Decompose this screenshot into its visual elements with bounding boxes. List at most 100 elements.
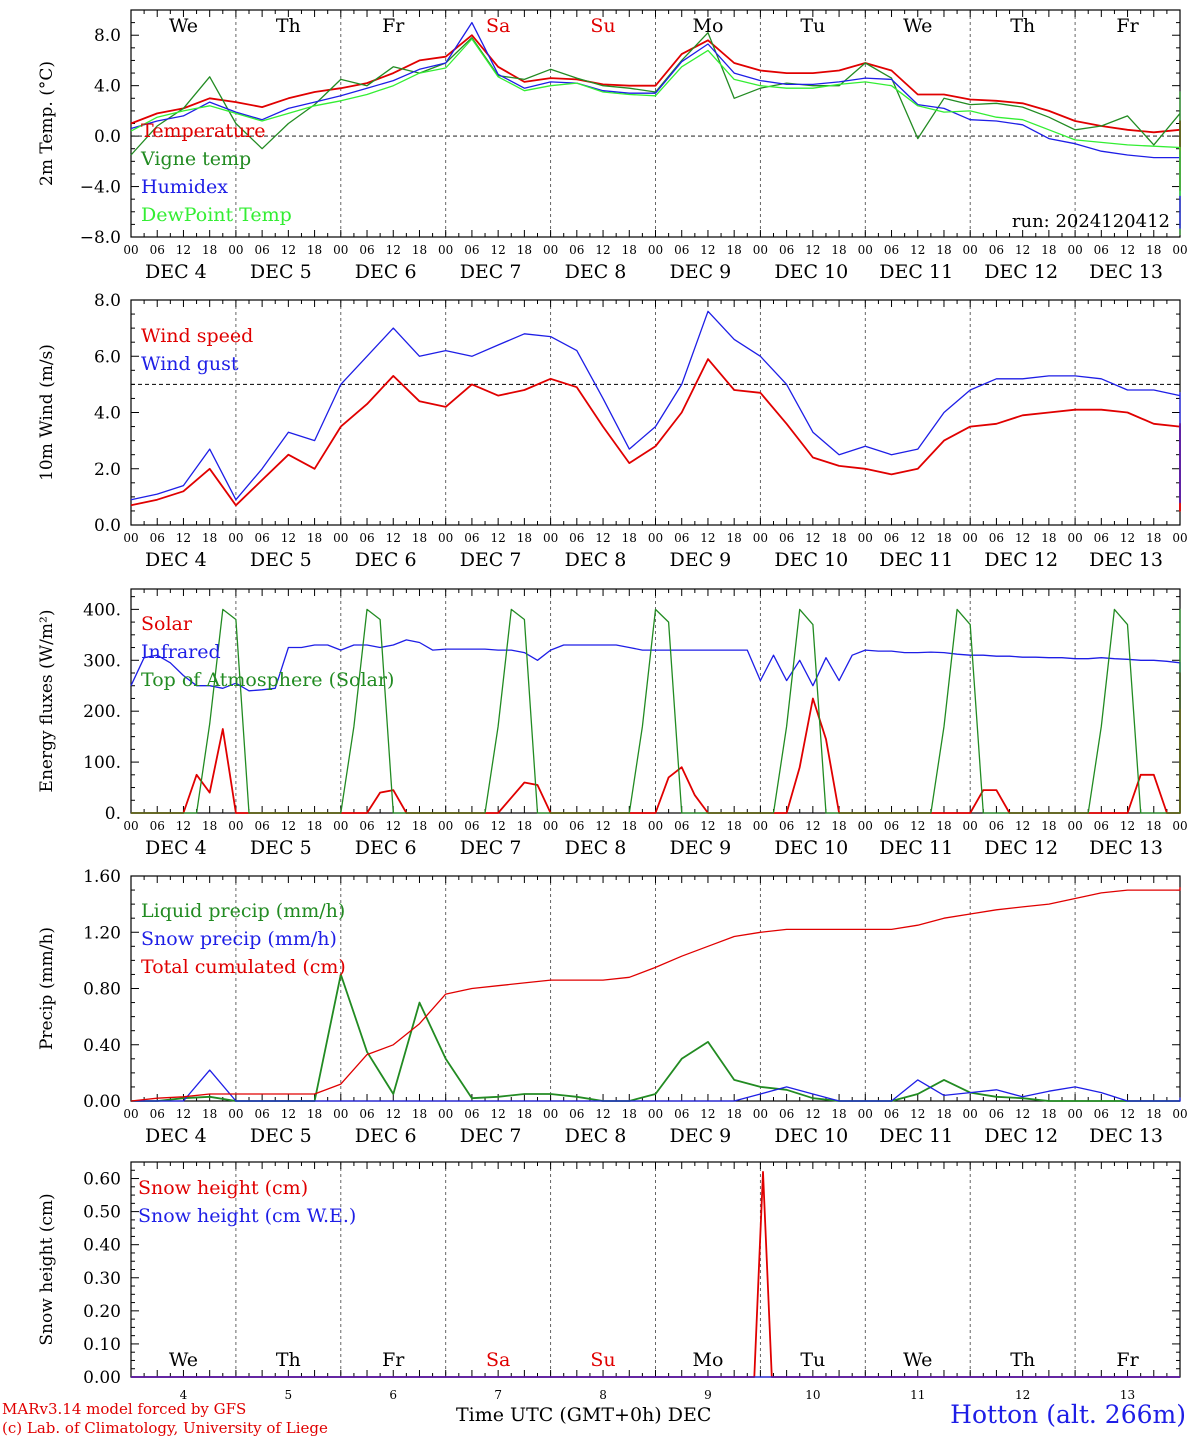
date-label: DEC 13	[1089, 261, 1163, 283]
hour-tick-label: 18	[307, 531, 322, 545]
hour-tick-label: 06	[779, 819, 794, 833]
day-number-label: 4	[180, 1388, 188, 1402]
date-label: DEC 6	[355, 837, 417, 859]
hour-tick-label: 12	[910, 819, 925, 833]
series-line-wind-speed	[130, 358, 1181, 512]
hour-tick-label: 00	[543, 1107, 558, 1121]
hour-tick-label: 18	[727, 243, 742, 257]
day-name-label: We	[903, 15, 932, 37]
day-name-label: Fr	[382, 1349, 405, 1371]
hour-tick-label: 06	[464, 819, 479, 833]
date-label: DEC 6	[355, 261, 417, 283]
hour-tick-label: 18	[307, 1107, 322, 1121]
hour-tick-label: 06	[989, 531, 1004, 545]
date-label: DEC 4	[145, 1125, 207, 1147]
hour-tick-label: 00	[1067, 243, 1082, 257]
hour-tick-label: 06	[254, 531, 269, 545]
hour-tick-label: 06	[359, 531, 374, 545]
hour-tick-label: 00	[543, 243, 558, 257]
legend-entry: Wind gust	[141, 353, 239, 375]
legend-entry: Wind speed	[141, 325, 253, 347]
hour-tick-label: 12	[1015, 243, 1030, 257]
hour-tick-label: 06	[464, 1107, 479, 1121]
hour-tick-label: 12	[281, 819, 296, 833]
hour-tick-label: 12	[176, 819, 191, 833]
hour-tick-label: 06	[1094, 243, 1109, 257]
date-label: DEC 7	[460, 549, 522, 571]
hour-tick-label: 18	[1041, 531, 1056, 545]
hour-tick-label: 00	[228, 1107, 243, 1121]
credit-lab: (c) Lab. of Climatology, University of L…	[2, 1419, 328, 1437]
hour-tick-label: 12	[595, 243, 610, 257]
y-tick-label: 0.	[105, 804, 121, 824]
hour-tick-label: 00	[228, 819, 243, 833]
hour-tick-label: 12	[281, 531, 296, 545]
hour-tick-label: 12	[595, 1107, 610, 1121]
day-number-label: 12	[1015, 1388, 1030, 1402]
date-label: DEC 10	[774, 261, 848, 283]
legend-entry: Snow height (cm)	[138, 1177, 308, 1199]
date-label: DEC 9	[670, 261, 732, 283]
date-label: DEC 7	[460, 837, 522, 859]
date-label: DEC 12	[984, 261, 1058, 283]
hour-tick-label: 12	[700, 819, 715, 833]
hour-tick-label: 18	[727, 1107, 742, 1121]
hour-tick-label: 12	[595, 819, 610, 833]
hour-tick-label: 18	[517, 531, 532, 545]
hour-tick-label: 06	[674, 243, 689, 257]
date-label: DEC 13	[1089, 549, 1163, 571]
date-label: DEC 11	[879, 837, 953, 859]
hour-tick-label: 12	[491, 243, 506, 257]
hour-tick-label: 00	[963, 819, 978, 833]
legend-entry: Vigne temp	[140, 148, 251, 170]
day-name-label: Tu	[800, 15, 825, 37]
day-name-label: Su	[590, 1349, 615, 1371]
panel-1: −8.0 −4.0 0.0 4.0 8.0 2m Temp. (°C) 00 06 12 18 DE…	[37, 9, 1188, 283]
hour-tick-label: 12	[491, 819, 506, 833]
date-label: DEC 10	[774, 1125, 848, 1147]
hour-tick-label: 18	[831, 531, 846, 545]
hour-tick-label: 00	[438, 531, 453, 545]
day-name-label: Th	[276, 1349, 301, 1371]
hour-tick-label: 00	[1067, 531, 1082, 545]
y-axis-label: Precip (mm/h)	[37, 927, 57, 1050]
date-label: DEC 8	[565, 261, 627, 283]
hour-tick-label: 00	[123, 819, 138, 833]
panel-2: 0.0 2.0 4.0 6.0 8.0 10m Wind (m/s) 00 06 12 18 DEC…	[37, 291, 1188, 571]
hour-tick-label: 00	[753, 243, 768, 257]
hour-tick-label: 18	[1146, 531, 1161, 545]
y-axis-label: 2m Temp. (°C)	[37, 61, 57, 186]
date-label: DEC 9	[670, 837, 732, 859]
hour-tick-label: 00	[963, 243, 978, 257]
hour-tick-label: 12	[176, 1107, 191, 1121]
hour-tick-label: 12	[491, 1107, 506, 1121]
hour-tick-label: 00	[858, 1107, 873, 1121]
series-line-total-cumulated-cm-	[130, 887, 1181, 1102]
y-tick-label: 2.0	[94, 460, 121, 480]
hour-tick-label: 18	[202, 243, 217, 257]
date-label: DEC 11	[879, 261, 953, 283]
hour-tick-label: 12	[386, 819, 401, 833]
date-label: DEC 10	[774, 837, 848, 859]
hour-tick-label: 12	[281, 243, 296, 257]
hour-tick-label: 12	[910, 243, 925, 257]
y-tick-label: 1.60	[83, 867, 121, 887]
hour-tick-label: 12	[386, 243, 401, 257]
day-number-label: 11	[910, 1388, 925, 1402]
legend-entry: Top of Atmosphere (Solar)	[141, 669, 394, 691]
y-tick-label: 0.30	[83, 1269, 121, 1289]
hour-tick-label: 18	[202, 531, 217, 545]
date-label: DEC 5	[250, 549, 312, 571]
hour-tick-label: 18	[412, 531, 427, 545]
hour-tick-label: 06	[254, 819, 269, 833]
station-name: Hotton (alt. 266m)	[950, 1400, 1186, 1429]
y-axis-label: 10m Wind (m/s)	[37, 344, 57, 481]
hour-tick-label: 12	[176, 243, 191, 257]
hour-tick-label: 12	[176, 531, 191, 545]
day-name-label: Su	[590, 15, 615, 37]
hour-tick-label: 12	[910, 1107, 925, 1121]
day-name-label: Sa	[486, 15, 510, 37]
run-annotation: run: 2024120412	[1012, 211, 1170, 232]
hour-tick-label: 12	[700, 1107, 715, 1121]
day-name-label: Fr	[1116, 1349, 1139, 1371]
